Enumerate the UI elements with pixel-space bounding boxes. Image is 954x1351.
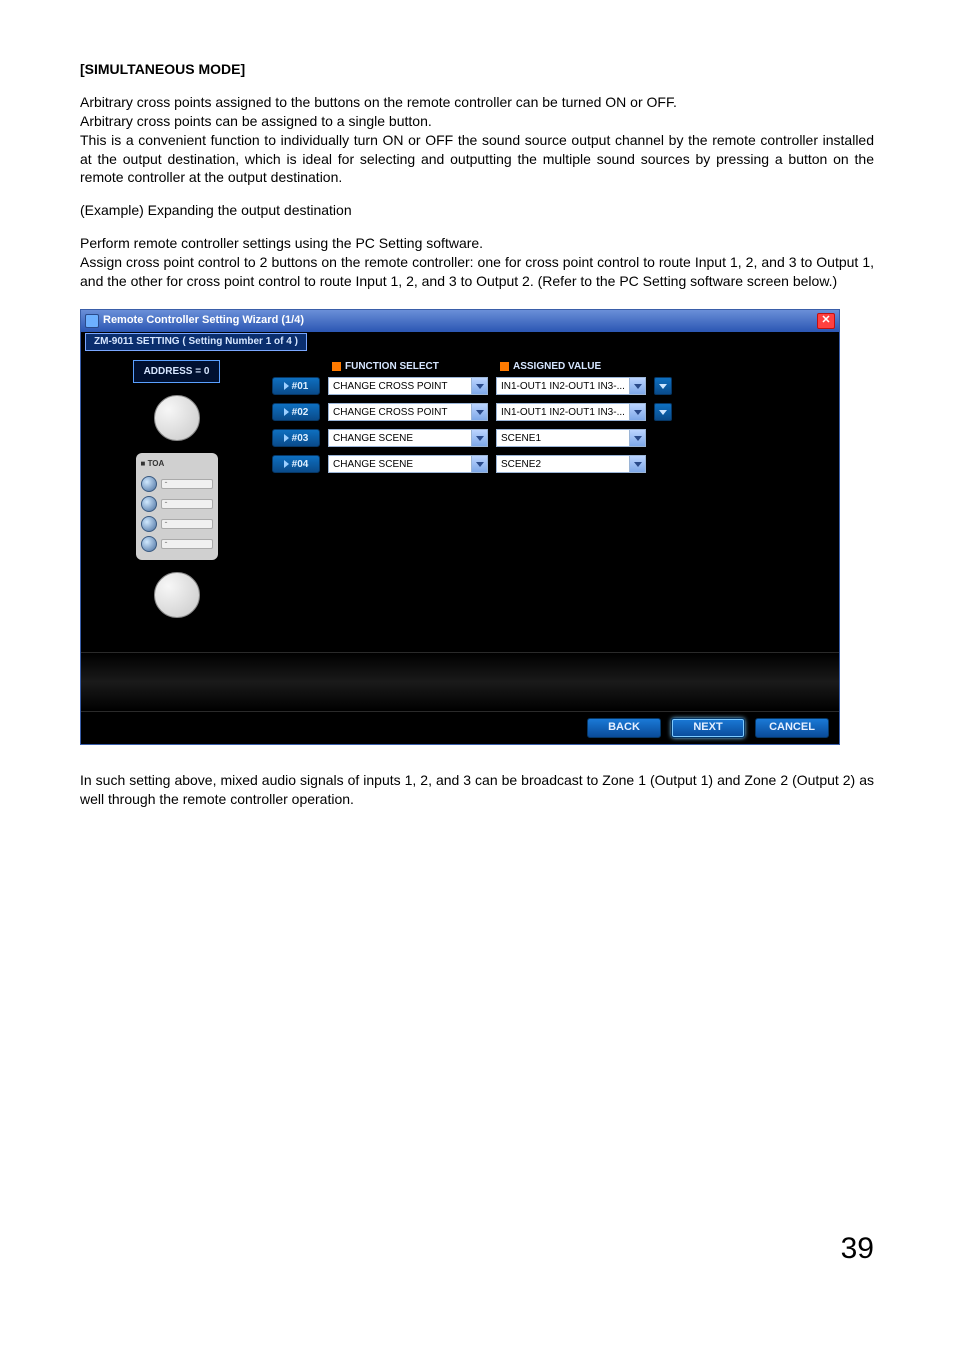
- chevron-down-icon[interactable]: [471, 404, 487, 420]
- led-icon: [141, 496, 157, 512]
- row-id-label: #03: [292, 432, 309, 446]
- footer-bar: BACK NEXT CANCEL: [81, 712, 839, 744]
- setting-row: #04 CHANGE SCENE SCENE2: [272, 455, 831, 473]
- led-icon: [141, 536, 157, 552]
- triangle-right-icon: [284, 434, 289, 442]
- titlebar-left: Remote Controller Setting Wizard (1/4): [85, 313, 304, 328]
- button-slot: [161, 539, 213, 549]
- combo-text: IN1-OUT1 IN2-OUT1 IN3-...: [497, 380, 629, 394]
- combo-text: CHANGE SCENE: [329, 432, 471, 446]
- assigned-value-combo[interactable]: IN1-OUT1 IN2-OUT1 IN3-...: [496, 377, 646, 395]
- app-icon: [85, 314, 99, 328]
- remote-graphic: ■ TOA: [136, 453, 218, 560]
- window-title: Remote Controller Setting Wizard (1/4): [103, 313, 304, 328]
- paragraph-3: Perform remote controller settings using…: [80, 234, 874, 291]
- value-picker-button[interactable]: [654, 377, 672, 395]
- assigned-value-combo[interactable]: SCENE2: [496, 455, 646, 473]
- remote-button-1[interactable]: [141, 476, 213, 492]
- chevron-down-icon[interactable]: [471, 430, 487, 446]
- column-headers: FUNCTION SELECT ASSIGNED VALUE: [332, 360, 831, 374]
- chevron-down-icon[interactable]: [471, 456, 487, 472]
- row-chip[interactable]: #04: [272, 455, 320, 473]
- wizard-body: ADDRESS = 0 ■ TOA FUNCTION SELECT ASSIGN…: [81, 352, 839, 652]
- header-function-select: FUNCTION SELECT: [332, 360, 492, 374]
- combo-text: SCENE1: [497, 432, 629, 446]
- header-assigned-value: ASSIGNED VALUE: [500, 360, 700, 374]
- row-chip[interactable]: #01: [272, 377, 320, 395]
- function-select-combo[interactable]: CHANGE CROSS POINT: [328, 377, 488, 395]
- function-select-combo[interactable]: CHANGE SCENE: [328, 455, 488, 473]
- close-icon[interactable]: ✕: [817, 313, 835, 329]
- assigned-value-combo[interactable]: SCENE1: [496, 429, 646, 447]
- led-icon: [141, 516, 157, 532]
- remote-button-3[interactable]: [141, 516, 213, 532]
- para-line: Perform remote controller settings using…: [80, 234, 874, 253]
- rotary-dial-bottom[interactable]: [154, 572, 200, 618]
- setting-row: #01 CHANGE CROSS POINT IN1-OUT1 IN2-OUT1 I…: [272, 377, 831, 395]
- combo-text: CHANGE SCENE: [329, 458, 471, 472]
- rotary-dial-top[interactable]: [154, 395, 200, 441]
- row-id-label: #02: [292, 406, 309, 420]
- triangle-down-icon: [659, 384, 667, 389]
- back-button[interactable]: BACK: [587, 718, 661, 738]
- page-number: 39: [80, 1229, 874, 1270]
- square-icon: [500, 362, 509, 371]
- assigned-value-combo[interactable]: IN1-OUT1 IN2-OUT1 IN3-...: [496, 403, 646, 421]
- combo-text: CHANGE CROSS POINT: [329, 406, 471, 420]
- remote-button-4[interactable]: [141, 536, 213, 552]
- paragraph-4: In such setting above, mixed audio signa…: [80, 771, 874, 809]
- section-heading: [SIMULTANEOUS MODE]: [80, 60, 874, 79]
- para-line: This is a convenient function to individ…: [80, 131, 874, 188]
- chevron-down-icon[interactable]: [629, 456, 645, 472]
- combo-text: IN1-OUT1 IN2-OUT1 IN3-...: [497, 406, 629, 420]
- row-chip[interactable]: #03: [272, 429, 320, 447]
- paragraph-1: Arbitrary cross points assigned to the b…: [80, 93, 874, 187]
- setting-row: #03 CHANGE SCENE SCENE1: [272, 429, 831, 447]
- row-chip[interactable]: #02: [272, 403, 320, 421]
- triangle-right-icon: [284, 408, 289, 416]
- setting-row: #02 CHANGE CROSS POINT IN1-OUT1 IN2-OUT1 I…: [272, 403, 831, 421]
- square-icon: [332, 362, 341, 371]
- row-id-label: #04: [292, 458, 309, 472]
- left-panel: ADDRESS = 0 ■ TOA: [89, 360, 264, 644]
- tabbar: ZM-9011 SETTING ( Setting Number 1 of 4 …: [81, 332, 839, 352]
- titlebar: Remote Controller Setting Wizard (1/4) ✕: [81, 310, 839, 332]
- rows-container: #01 CHANGE CROSS POINT IN1-OUT1 IN2-OUT1 I…: [272, 377, 831, 481]
- address-box: ADDRESS = 0: [133, 360, 221, 384]
- function-select-combo[interactable]: CHANGE SCENE: [328, 429, 488, 447]
- led-icon: [141, 476, 157, 492]
- paragraph-example: (Example) Expanding the output destinati…: [80, 201, 874, 220]
- para-line: Arbitrary cross points assigned to the b…: [80, 93, 874, 112]
- right-panel: FUNCTION SELECT ASSIGNED VALUE #01 CHANGE…: [272, 360, 831, 644]
- chevron-down-icon[interactable]: [629, 430, 645, 446]
- para-line: Arbitrary cross points can be assigned t…: [80, 112, 874, 131]
- value-picker-button[interactable]: [654, 403, 672, 421]
- divider-area: [81, 652, 839, 712]
- button-slot: [161, 479, 213, 489]
- combo-text: SCENE2: [497, 458, 629, 472]
- function-select-combo[interactable]: CHANGE CROSS POINT: [328, 403, 488, 421]
- remote-brand-label: ■ TOA: [141, 459, 213, 470]
- wizard-window: Remote Controller Setting Wizard (1/4) ✕…: [80, 309, 840, 745]
- chevron-down-icon[interactable]: [471, 378, 487, 394]
- tab-setting[interactable]: ZM-9011 SETTING ( Setting Number 1 of 4 …: [85, 333, 307, 351]
- chevron-down-icon[interactable]: [629, 404, 645, 420]
- next-button[interactable]: NEXT: [671, 718, 745, 738]
- combo-text: CHANGE CROSS POINT: [329, 380, 471, 394]
- chevron-down-icon[interactable]: [629, 378, 645, 394]
- triangle-right-icon: [284, 460, 289, 468]
- para-line: Assign cross point control to 2 buttons …: [80, 253, 874, 291]
- triangle-down-icon: [659, 410, 667, 415]
- cancel-button[interactable]: CANCEL: [755, 718, 829, 738]
- button-slot: [161, 499, 213, 509]
- button-slot: [161, 519, 213, 529]
- triangle-right-icon: [284, 382, 289, 390]
- remote-button-2[interactable]: [141, 496, 213, 512]
- row-id-label: #01: [292, 380, 309, 394]
